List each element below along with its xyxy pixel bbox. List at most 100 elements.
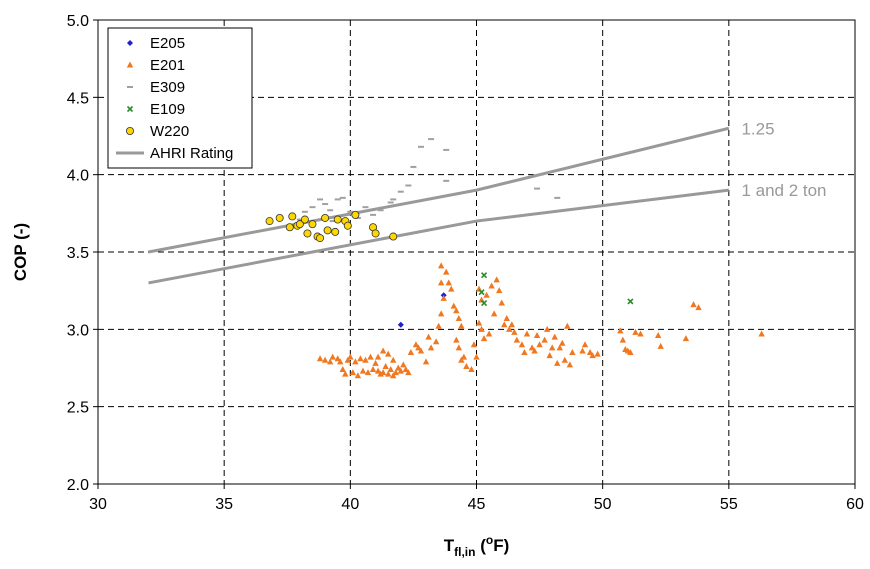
y-axis-title: COP (-) [11, 223, 30, 281]
point-e201 [637, 330, 644, 337]
ahri-rating-lines [148, 126, 730, 285]
point-e201 [463, 362, 470, 369]
point-e201 [349, 369, 357, 376]
point-e201 [374, 353, 382, 360]
y-tick-label: 3.5 [67, 245, 89, 262]
point-e201 [549, 344, 556, 351]
point-e201 [541, 336, 548, 343]
point-e201 [352, 358, 359, 365]
point-e201 [619, 336, 627, 343]
point-e109 [478, 289, 485, 296]
y-tick-label: 3.0 [67, 322, 89, 339]
point-e201 [594, 350, 601, 357]
point-e201 [354, 372, 362, 379]
point-e201 [367, 353, 374, 360]
ahri-rating-line [148, 126, 730, 254]
point-e201 [379, 369, 387, 376]
point-e201 [359, 367, 367, 374]
point-e201 [581, 341, 589, 348]
point-e201 [339, 366, 346, 373]
point-w220 [323, 226, 332, 235]
point-e201 [518, 341, 526, 348]
point-e201 [460, 353, 468, 360]
point-e201 [400, 361, 407, 368]
point-e201 [453, 307, 460, 314]
point-e201 [448, 285, 455, 292]
point-e201 [392, 369, 399, 376]
series-e109 [478, 272, 634, 307]
point-e201 [453, 336, 460, 343]
legend-swatch-e201 [126, 61, 134, 68]
point-e201 [425, 333, 432, 340]
point-e201 [475, 319, 483, 326]
x-axis-title-main: T [444, 536, 455, 555]
point-w220 [275, 213, 284, 222]
point-e201 [326, 358, 334, 365]
point-w220 [331, 227, 340, 236]
point-e201 [536, 341, 543, 348]
point-e201 [490, 310, 498, 317]
point-e201 [498, 299, 505, 306]
axis-ticks: 30 35 40 45 50 55 60 2.0 2.5 3.0 3.5 4.0 4.5 5.0 [67, 13, 864, 513]
point-e201 [435, 322, 442, 329]
point-e201 [533, 332, 541, 339]
point-e201 [458, 322, 465, 329]
point-e201 [422, 358, 430, 365]
point-e201 [586, 349, 594, 356]
point-e201 [390, 356, 397, 363]
point-e201 [412, 341, 420, 348]
series-w220 [265, 210, 398, 243]
point-w220 [285, 223, 294, 232]
point-e201 [337, 358, 344, 365]
point-e205 [397, 321, 404, 328]
point-e201 [445, 279, 452, 286]
point-e201 [627, 349, 634, 356]
point-w220 [288, 212, 297, 221]
point-e201 [501, 321, 508, 328]
point-e201 [579, 347, 586, 354]
point-e201 [437, 279, 445, 286]
point-e201 [458, 356, 465, 363]
point-e201 [473, 353, 480, 360]
point-e201 [589, 352, 596, 359]
ahri-rating-line [148, 188, 730, 285]
point-e201 [402, 366, 410, 373]
y-tick-label: 5.0 [67, 13, 89, 30]
legend-label-e205: E205 [150, 35, 185, 52]
point-e201 [478, 325, 485, 332]
gridlines [98, 20, 855, 484]
legend-label-e201: E201 [150, 57, 185, 74]
point-e201 [513, 336, 521, 343]
point-e201 [695, 304, 702, 311]
x-axis-title-unit-open: ( [475, 536, 486, 555]
point-w220 [295, 220, 304, 229]
point-e201 [344, 356, 352, 363]
point-e201 [566, 361, 574, 368]
point-e201 [390, 372, 397, 379]
point-w220 [265, 217, 274, 226]
line-annotation: 1 and 2 ton [741, 181, 826, 200]
point-e201 [503, 315, 510, 322]
point-e201 [483, 291, 490, 298]
point-w220 [316, 234, 325, 243]
point-e201 [657, 342, 664, 349]
y-tick-label: 2.0 [67, 477, 89, 494]
x-axis-title-unit-close: F) [493, 536, 509, 555]
legend-swatch-e205 [127, 40, 133, 46]
x-tick-label: 50 [594, 496, 612, 513]
point-w220 [333, 215, 342, 224]
point-e201 [379, 347, 387, 354]
y-tick-label: 2.5 [67, 400, 89, 417]
legend-label-w220: W220 [150, 123, 189, 140]
point-e201 [468, 366, 475, 373]
point-w220 [300, 215, 309, 224]
point-w220 [389, 232, 398, 241]
point-w220 [343, 221, 352, 230]
point-e201 [415, 344, 422, 351]
point-w220 [321, 213, 330, 222]
legend-label-ahri-rating: AHRI Rating [150, 145, 233, 162]
line-annotation: 1.25 [741, 119, 774, 138]
point-e201 [384, 350, 392, 357]
y-tick-label: 4.5 [67, 90, 89, 107]
point-e201 [334, 355, 341, 362]
